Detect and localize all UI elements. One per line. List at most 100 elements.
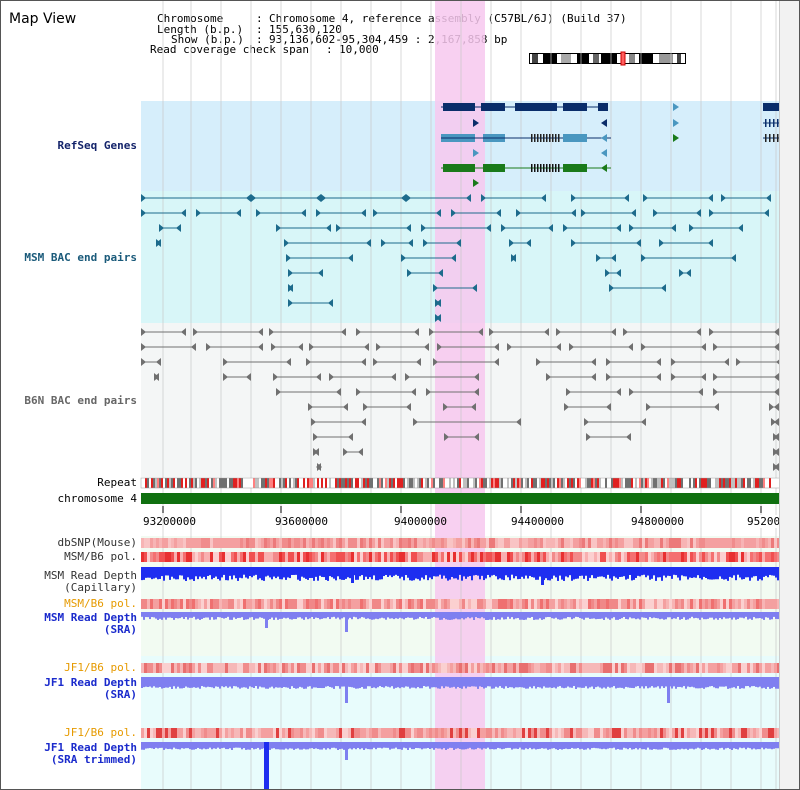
msm-capillary-depth — [437, 567, 439, 577]
repeat-segment — [529, 478, 531, 488]
msm-pol2-cell — [750, 599, 753, 609]
msm-sra-depth — [235, 612, 237, 619]
msm-capillary-depth — [153, 567, 155, 579]
refseq-label[interactable]: RefSeq Genes — [57, 139, 137, 152]
repeat-segment — [167, 478, 169, 488]
jf1-read-depth-trimmed-label[interactable]: JF1 Read Depth (SRA trimmed) — [44, 741, 137, 766]
jf1-sra-depth — [193, 677, 195, 688]
jf1-trimmed-depth — [629, 742, 631, 748]
msm-bac-pair-end — [609, 284, 614, 292]
msm-pol-cell — [171, 552, 174, 562]
msm-sra-depth — [275, 612, 277, 618]
chromosome-ideogram[interactable] — [529, 51, 687, 67]
gene-arrow — [601, 149, 607, 157]
msm-sra-depth — [479, 612, 481, 619]
msm-b6-pol-label[interactable]: MSM/B6 pol. — [64, 550, 137, 563]
tracks-canvas[interactable] — [1, 1, 781, 790]
jf1-pol-cell — [471, 663, 474, 673]
jf1-trimmed-depth — [735, 742, 737, 749]
jf1-pol-cell — [435, 663, 438, 673]
msm-read-depth-capillary-label[interactable]: MSM Read Depth (Capillary) — [44, 569, 137, 594]
msm-pol2-cell — [399, 599, 402, 609]
jf1-trimmed-depth — [727, 742, 729, 748]
jf1-sra-depth — [707, 677, 709, 688]
msm-pol-cell — [684, 552, 687, 562]
msm-capillary-depth — [537, 567, 539, 580]
b6n-bac-label[interactable]: B6N BAC end pairs — [24, 394, 137, 407]
dbsnp-cell — [705, 538, 708, 548]
repeat-track-border — [140, 477, 781, 489]
jf1-sra-depth — [389, 677, 391, 688]
axis-tick-5: 94800000 — [631, 515, 684, 528]
msm-bac-label[interactable]: MSM BAC end pairs — [24, 251, 137, 264]
jf1-pol-cell — [201, 663, 204, 673]
jf1-pol-cell — [171, 663, 174, 673]
repeat-segment — [241, 478, 243, 488]
jf1-trimmed-depth — [279, 742, 281, 750]
jf1-sra-depth — [289, 677, 291, 689]
jf1-pol-cell — [249, 663, 252, 673]
jf1-sra-depth — [655, 677, 657, 688]
msm-capillary-depth — [157, 567, 159, 580]
msm-capillary-depth — [429, 567, 431, 578]
msm-sra-depth — [659, 612, 661, 620]
msm-pol-cell — [306, 552, 309, 562]
jf1-sra-depth — [455, 677, 457, 689]
jf1-trimmed-depth — [523, 742, 525, 750]
jf1-trimmed-depth — [489, 742, 491, 750]
msm-capillary-depth — [339, 567, 341, 580]
repeat-segment — [479, 478, 481, 488]
jf1-sra-depth — [371, 677, 373, 689]
b6n-bac-pair-end — [314, 448, 319, 456]
msm-b6-pol-2-label[interactable]: MSM/B6 pol. — [64, 597, 137, 610]
msm-capillary-depth — [213, 567, 215, 578]
jf1-pol-cell — [213, 663, 216, 673]
repeat-segment — [227, 478, 229, 488]
msm-capillary-depth — [299, 567, 301, 581]
b6n-bac-pair-end — [276, 388, 281, 396]
jf1-sra-depth — [305, 677, 307, 689]
jf1-pol2-cell — [474, 728, 477, 738]
jf1-pol2-cell — [303, 728, 306, 738]
repeat-segment — [177, 478, 179, 488]
jf1-sra-depth — [219, 677, 221, 689]
jf1-trimmed-depth — [187, 742, 189, 749]
msm-capillary-depth — [489, 567, 491, 578]
jf1-trimmed-depth — [439, 742, 441, 749]
msm-sra-depth — [307, 612, 309, 620]
msm-pol-cell — [396, 552, 399, 562]
msm-pol-cell — [774, 552, 777, 562]
repeat-segment — [207, 478, 209, 488]
jf1-pol-cell — [483, 663, 486, 673]
jf1-pol2-cell — [414, 728, 417, 738]
b6n-bac-pair-end — [154, 373, 159, 381]
msm-pol-cell — [387, 552, 390, 562]
jf1-trimmed-depth — [647, 742, 649, 748]
jf1-read-depth-sra-label[interactable]: JF1 Read Depth (SRA) — [44, 676, 137, 701]
dbsnp-label[interactable]: dbSNP(Mouse) — [57, 536, 137, 549]
msm-pol-cell — [483, 552, 486, 562]
repeat-segment — [711, 478, 713, 488]
jf1-b6-pol-2-label[interactable]: JF1/B6 pol. — [64, 726, 137, 739]
dbsnp-cell — [420, 538, 423, 548]
jf1-sra-depth — [359, 677, 361, 689]
chromosome-track-label[interactable]: chromosome 4 — [57, 492, 137, 505]
jf1-pol-cell — [252, 663, 255, 673]
msm-sra-depth — [529, 612, 531, 618]
msm-capillary-depth — [681, 567, 683, 576]
b6n-bac-pair-end — [656, 373, 661, 381]
msm-capillary-depth — [231, 567, 233, 580]
vertical-scrollbar[interactable] — [779, 1, 799, 789]
repeat-segment — [209, 478, 211, 488]
msm-sra-depth — [601, 612, 603, 619]
dbsnp-cell — [318, 538, 321, 548]
msm-capillary-depth — [311, 567, 313, 578]
msm-sra-depth — [603, 612, 605, 620]
repeat-segment — [557, 478, 559, 488]
repeat-segment — [425, 478, 427, 488]
repeat-segment — [423, 478, 425, 488]
msm-pol2-cell — [567, 599, 570, 609]
jf1-b6-pol-label[interactable]: JF1/B6 pol. — [64, 661, 137, 674]
msm-read-depth-sra-label[interactable]: MSM Read Depth (SRA) — [44, 611, 137, 636]
repeat-label[interactable]: Repeat — [97, 476, 137, 489]
